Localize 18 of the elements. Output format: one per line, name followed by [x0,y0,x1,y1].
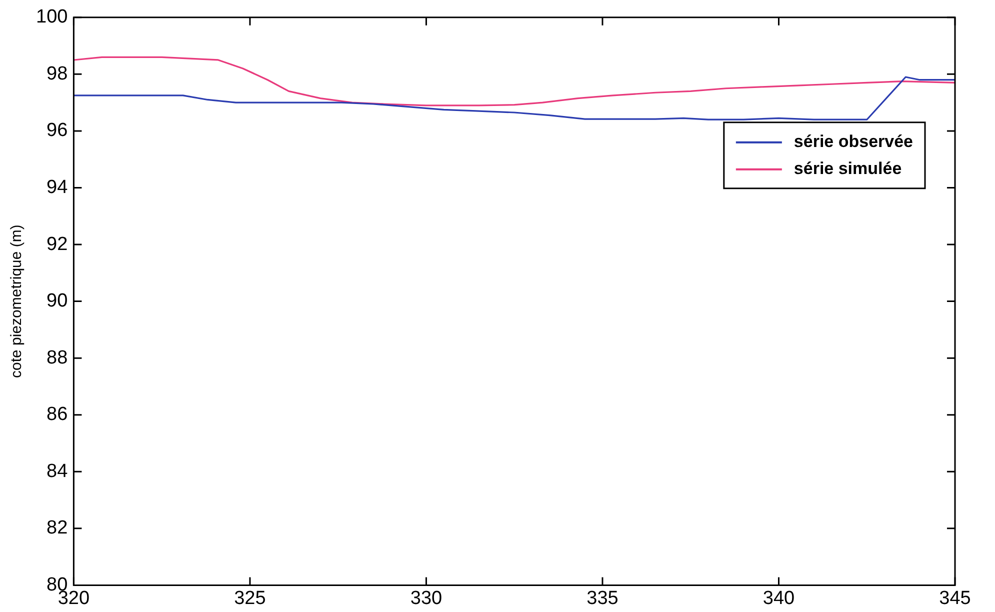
legend-label: série observée [794,132,914,152]
y-tick-label: 82 [46,518,68,539]
legend-label: série simulée [794,159,902,178]
y-tick-label: 96 [46,120,68,142]
y-tick-label: 84 [46,460,68,482]
x-tick-label: 335 [586,588,618,609]
y-axis-title: cote piezometrique (m) [8,224,26,378]
y-tick-label: 88 [46,347,68,368]
y-tick-label: 100 [36,6,68,28]
y-tick-label: 90 [46,290,68,312]
y-tick-label: 92 [46,234,68,255]
x-tick-label: 330 [410,588,442,609]
y-tick-label: 98 [46,63,68,84]
x-tick-label: 345 [939,588,971,609]
y-tick-label: 94 [46,176,68,198]
x-tick-label: 340 [762,588,795,609]
x-tick-label: 325 [234,588,266,609]
y-tick-label: 86 [46,404,68,426]
